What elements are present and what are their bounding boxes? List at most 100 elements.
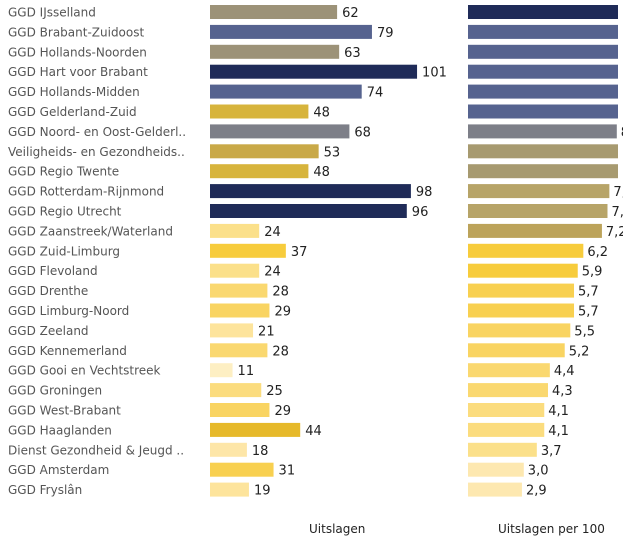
per-100-bar xyxy=(468,44,618,59)
per-100-value-label: 4,1 xyxy=(548,404,569,419)
per-100-bar xyxy=(468,64,618,79)
per-100-bar xyxy=(468,164,618,179)
per-100-bar xyxy=(468,184,610,199)
per-100-value-label: 7,6 xyxy=(613,185,623,200)
per-100-bar xyxy=(468,442,537,457)
uitslagen-value-label: 11 xyxy=(238,364,255,379)
uitslagen-bar xyxy=(210,403,270,417)
per-100-bar xyxy=(468,482,522,497)
per-100-bar xyxy=(468,144,618,159)
uitslagen-bar xyxy=(210,422,301,437)
category-label: GGD Zuid-Limburg xyxy=(8,244,120,258)
uitslagen-value-label: 48 xyxy=(313,106,330,121)
uitslagen-bar xyxy=(210,5,338,19)
uitslagen-bar xyxy=(210,144,319,159)
category-label: GGD Haaglanden xyxy=(8,423,112,437)
x-axis-label-per-100: Uitslagen per 100 xyxy=(498,522,605,536)
per-100-bar xyxy=(468,263,578,278)
per-100-value-label: 5,7 xyxy=(578,305,599,320)
per-100-value-label: 8 xyxy=(621,125,623,140)
category-labels: GGD IJsselland GGD Brabant-Zuidoost GGD Ho… xyxy=(8,6,186,498)
uitslagen-bar xyxy=(210,64,418,79)
uitslagen-value-label: 28 xyxy=(272,285,289,300)
category-label: GGD Gelderland-Zuid xyxy=(8,105,137,119)
uitslagen-value-label: 31 xyxy=(279,464,296,479)
per-100-value-label: 5,2 xyxy=(569,344,590,359)
uitslagen-per-100-bars: 87,7,7,67,57,26,25,95,75,75,55,24,44,34,… xyxy=(468,5,623,499)
category-label: Veiligheids- en Gezondheids.. xyxy=(8,145,185,159)
per-100-value-label: 5,7 xyxy=(578,285,599,300)
per-100-value-label: 7,2 xyxy=(606,225,623,240)
per-100-value-label: 2,9 xyxy=(526,484,547,499)
uitslagen-bar xyxy=(210,204,407,218)
category-label: GGD Rotterdam-Rijnmond xyxy=(8,185,164,199)
per-100-bar xyxy=(468,104,618,119)
category-label: GGD Fryslân xyxy=(8,483,82,497)
category-label: GGD Noord- en Oost-Gelderl.. xyxy=(8,125,186,139)
per-100-value-label: 4,1 xyxy=(548,424,569,439)
uitslagen-value-label: 37 xyxy=(291,245,308,260)
uitslagen-bar xyxy=(210,104,309,119)
per-100-bar xyxy=(468,422,545,437)
uitslagen-value-label: 79 xyxy=(377,26,394,41)
uitslagen-value-label: 21 xyxy=(258,324,275,339)
uitslagen-bar xyxy=(210,243,286,258)
uitslagen-bar xyxy=(210,84,362,99)
x-axis-label-uitslagen: Uitslagen xyxy=(309,522,365,536)
per-100-value-label: 3,0 xyxy=(528,464,549,479)
uitslagen-value-label: 48 xyxy=(313,165,330,180)
per-100-bar xyxy=(468,5,618,19)
per-100-bar xyxy=(468,204,608,218)
uitslagen-bar xyxy=(210,442,247,457)
per-100-bar xyxy=(468,124,617,139)
uitslagen-value-label: 28 xyxy=(272,344,289,359)
per-100-value-label: 3,7 xyxy=(541,444,562,459)
category-label: GGD Zeeland xyxy=(8,324,89,338)
uitslagen-value-label: 96 xyxy=(412,205,429,220)
uitslagen-value-label: 29 xyxy=(274,404,291,419)
uitslagen-value-label: 101 xyxy=(422,66,447,81)
uitslagen-value-label: 53 xyxy=(324,145,341,160)
category-label: GGD IJsselland xyxy=(8,6,96,20)
per-100-bar xyxy=(468,283,575,298)
category-label: GGD Limburg-Noord xyxy=(8,304,129,318)
category-label: GGD Hollands-Midden xyxy=(8,85,140,99)
per-100-bar xyxy=(468,24,618,39)
uitslagen-bar xyxy=(210,124,350,139)
uitslagen-bars: 62 79 63 101 74 48 68 53 48 98 96 24 37 24 28 29 21 28 11 2… xyxy=(210,5,447,499)
category-label: GGD Regio Utrecht xyxy=(8,205,122,219)
per-100-value-label: 7,5 xyxy=(612,205,623,220)
category-label: GGD Zaanstreek/Waterland xyxy=(8,224,173,238)
per-100-value-label: 5,9 xyxy=(582,265,603,280)
category-label: Dienst Gezondheid & Jeugd .. xyxy=(8,443,184,457)
uitslagen-bar xyxy=(210,164,309,179)
uitslagen-value-label: 44 xyxy=(305,424,322,439)
uitslagen-value-label: 29 xyxy=(274,305,291,320)
per-100-value-label: 6,2 xyxy=(587,245,608,260)
per-100-bar xyxy=(468,323,571,338)
uitslagen-value-label: 25 xyxy=(266,384,283,399)
per-100-bar xyxy=(468,343,565,358)
per-100-value-label: 4,3 xyxy=(552,384,573,399)
uitslagen-bar xyxy=(210,223,260,238)
per-100-bar xyxy=(468,223,602,238)
per-100-bar xyxy=(468,84,618,99)
uitslagen-value-label: 63 xyxy=(344,46,361,61)
per-100-bar xyxy=(468,243,584,258)
uitslagen-bar xyxy=(210,383,262,398)
category-label: GGD Flevoland xyxy=(8,264,98,278)
per-100-bar xyxy=(468,403,545,417)
category-label: GGD Amsterdam xyxy=(8,463,109,477)
category-label: GGD Drenthe xyxy=(8,284,88,298)
category-label: GGD Hollands-Noorden xyxy=(8,45,147,59)
category-label: GGD Brabant-Zuidoost xyxy=(8,25,144,39)
category-label: GGD Kennemerland xyxy=(8,344,127,358)
category-label: GGD Regio Twente xyxy=(8,165,119,179)
category-label: GGD Groningen xyxy=(8,384,102,398)
uitslagen-bar xyxy=(210,24,372,39)
category-label: GGD Gooi en Vechtstreek xyxy=(8,364,161,378)
uitslagen-bar xyxy=(210,184,411,199)
per-100-bar xyxy=(468,383,548,398)
per-100-bar xyxy=(468,363,550,378)
uitslagen-value-label: 24 xyxy=(264,265,281,280)
